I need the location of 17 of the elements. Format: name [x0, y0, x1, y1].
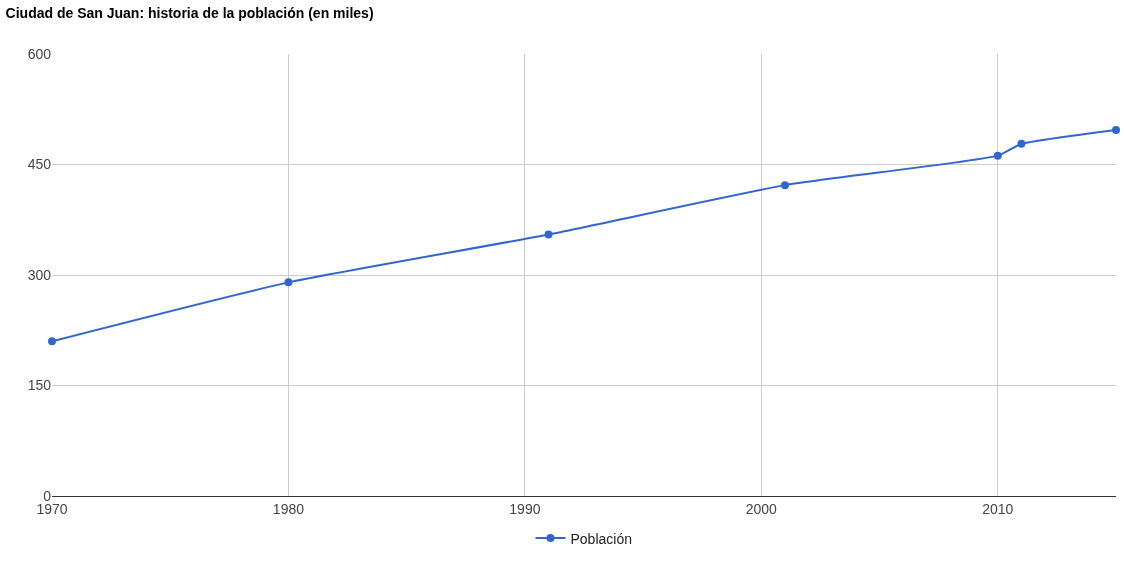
x-tick-label: 1990	[509, 500, 541, 517]
point	[544, 230, 553, 239]
point	[1112, 125, 1120, 134]
y-tick-label: 150	[27, 377, 52, 394]
point	[780, 181, 789, 190]
y-tick-label: 600	[27, 45, 52, 62]
y-tick-label: 450	[27, 156, 52, 173]
point	[993, 151, 1002, 160]
chart-title: Ciudad de San Juan: historia de la población (en miles)	[5, 5, 374, 22]
point	[48, 337, 56, 346]
legend-label: Población	[570, 530, 632, 547]
point	[284, 278, 293, 287]
x-tick-label: 2010	[982, 500, 1014, 517]
point	[1017, 139, 1026, 148]
x-tick-label: 1980	[272, 500, 305, 517]
y-tick-label: 300	[27, 266, 52, 283]
x-tick-label: 2000	[745, 500, 778, 517]
